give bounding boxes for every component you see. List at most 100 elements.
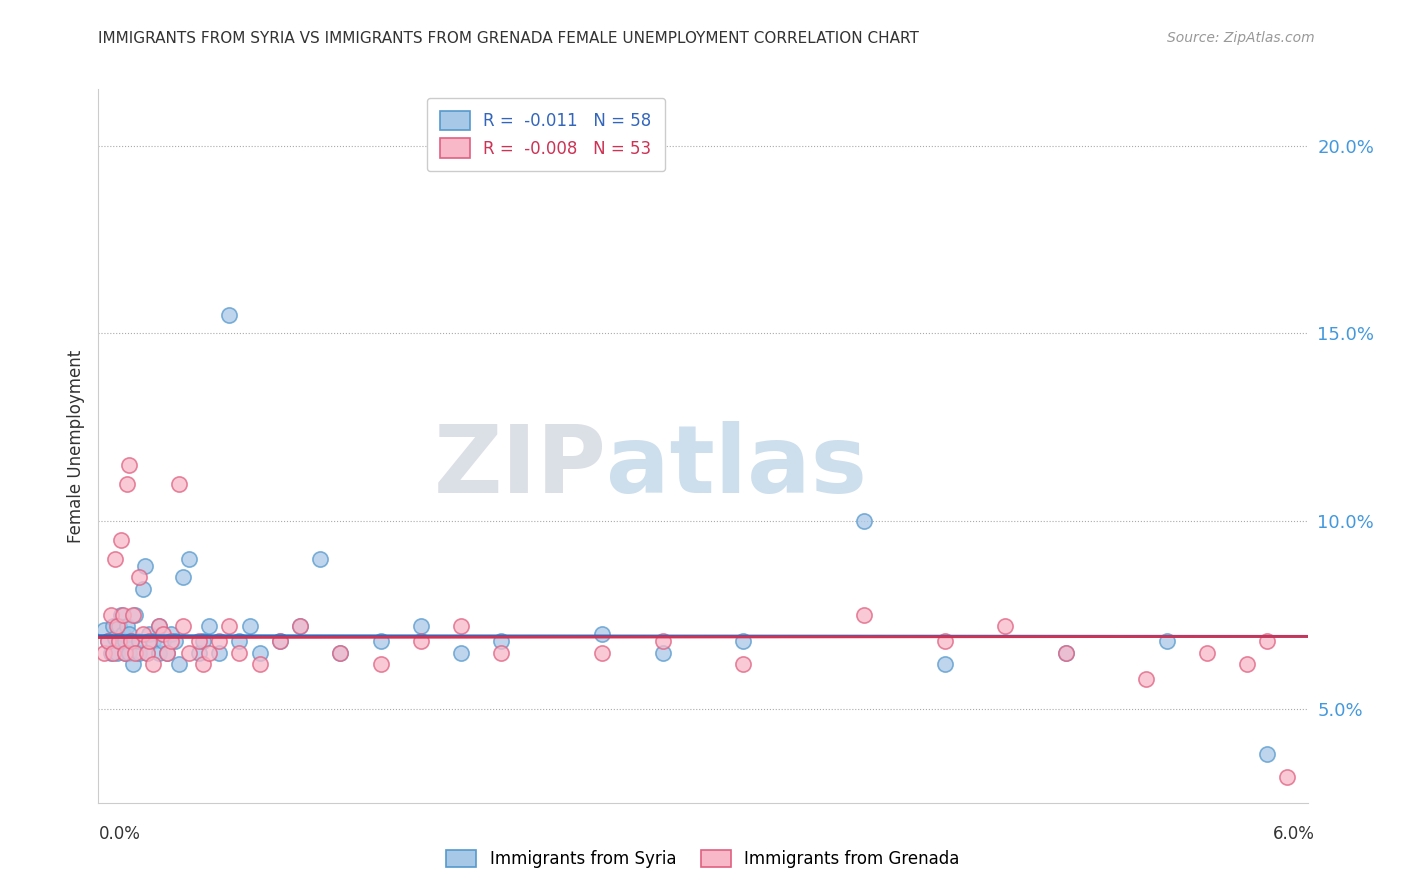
Point [591,646,613,660]
Point [97,634,120,648]
Point [1256,747,1278,761]
Point [163,634,186,648]
Point [228,646,250,660]
Point [934,634,956,648]
Point [450,646,472,660]
Point [107,634,129,648]
Point [1256,634,1278,648]
Point [156,646,179,660]
Point [148,619,170,633]
Point [172,619,194,633]
Text: 6.0%: 6.0% [1272,825,1315,843]
Point [114,634,136,648]
Text: IMMIGRANTS FROM SYRIA VS IMMIGRANTS FROM GRENADA FEMALE UNEMPLOYMENT CORRELATION: IMMIGRANTS FROM SYRIA VS IMMIGRANTS FROM… [98,31,920,46]
Point [591,627,613,641]
Point [120,634,142,648]
Point [370,657,392,671]
Point [1277,770,1299,784]
Point [114,646,136,660]
Point [103,631,125,645]
Point [208,646,231,660]
Point [228,634,250,648]
Point [132,582,155,596]
Point [148,619,170,633]
Point [177,646,201,660]
Point [309,551,332,566]
Point [269,634,291,648]
Point [135,646,157,660]
Point [853,607,876,622]
Point [110,607,132,622]
Point [111,607,134,622]
Point [114,646,136,660]
Point [105,619,128,633]
Point [111,627,134,641]
Point [142,634,165,648]
Y-axis label: Female Unemployment: Female Unemployment [66,350,84,542]
Point [491,634,513,648]
Point [118,458,141,472]
Point [177,551,201,566]
Point [188,634,211,648]
Point [288,619,311,633]
Point [128,634,150,648]
Point [160,634,183,648]
Point [329,646,352,660]
Point [198,619,221,633]
Point [138,627,160,641]
Point [1195,646,1218,660]
Point [148,646,170,660]
Legend: R =  -0.011   N = 58, R =  -0.008   N = 53: R = -0.011 N = 58, R = -0.008 N = 53 [426,97,665,171]
Point [1156,634,1178,648]
Point [239,619,262,633]
Point [135,646,157,660]
Point [651,634,673,648]
Point [193,634,215,648]
Point [115,619,138,633]
Point [93,646,115,660]
Point [994,619,1017,633]
Text: Source: ZipAtlas.com: Source: ZipAtlas.com [1167,31,1315,45]
Point [121,607,143,622]
Point [733,657,755,671]
Point [167,657,190,671]
Point [934,657,956,671]
Point [193,657,215,671]
Point [450,619,472,633]
Point [100,607,122,622]
Point [152,634,174,648]
Point [105,646,128,660]
Point [132,627,155,641]
Point [121,657,143,671]
Point [1135,672,1157,686]
Point [1054,646,1077,660]
Point [1054,646,1077,660]
Point [97,634,120,648]
Text: ZIP: ZIP [433,421,606,514]
Text: 0.0%: 0.0% [98,825,141,843]
Point [1236,657,1258,671]
Point [733,634,755,648]
Point [110,533,132,547]
Text: atlas: atlas [606,421,868,514]
Point [118,646,141,660]
Point [124,607,146,622]
Point [198,646,221,660]
Point [138,634,160,648]
Point [208,634,231,648]
Point [491,646,513,660]
Point [167,476,190,491]
Point [249,657,271,671]
Point [651,646,673,660]
Point [269,634,291,648]
Point [218,619,240,633]
Point [853,514,876,528]
Point [107,619,129,633]
Point [288,619,311,633]
Point [93,623,115,637]
Point [409,619,432,633]
Point [118,627,141,641]
Point [120,634,142,648]
Point [128,570,150,584]
Point [218,308,240,322]
